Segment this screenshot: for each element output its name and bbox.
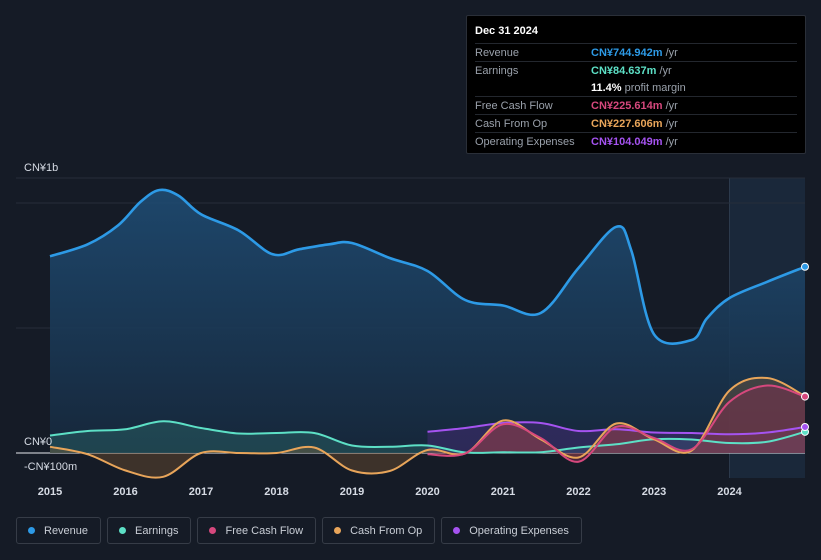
legend-dot-icon: [334, 527, 342, 534]
cash-from-op-area: [50, 377, 805, 478]
legend-item-revenue[interactable]: Revenue: [16, 517, 102, 544]
cash-from-op-line: [49, 376, 806, 479]
tooltip-rows: Revenue CN¥744.942m/yr Earnings CN¥84.637m /…: [475, 43, 797, 150]
x-tick-label: 2021: [491, 486, 515, 498]
legend-item-operating-expenses[interactable]: Operating Expenses: [441, 517, 582, 544]
series-layer: [49, 188, 809, 479]
tooltip-row-label: Cash From Op: [475, 117, 548, 130]
tooltip-row-value: CN¥225.614m: [591, 99, 663, 112]
earnings-line: [49, 420, 806, 454]
x-tick-label: 2018: [264, 486, 288, 498]
tooltip-row-value: CN¥744.942m: [591, 46, 663, 59]
legend-item-earnings[interactable]: Earnings: [107, 517, 192, 544]
legend-item-cash-from-op[interactable]: Cash From Op: [322, 517, 436, 544]
legend-item-free-cash-flow[interactable]: Free Cash Flow: [197, 517, 317, 544]
x-tick-label: 2020: [415, 486, 439, 498]
tooltip-row: Free Cash Flow CN¥225.614m/yr: [475, 96, 797, 114]
legend-dot-icon: [28, 527, 35, 534]
tooltip-row-value: CN¥84.637m: [591, 64, 657, 77]
legend-dot-icon: [453, 527, 461, 534]
x-axis: 2015 2016 2017 2018 2019 2020 2021 2022 2023 2024: [38, 486, 743, 498]
tooltip-row: Cash From Op CN¥227.606m/yr: [475, 114, 797, 132]
x-tick-label: 2017: [189, 486, 213, 498]
y-zero-label: CN¥0: [24, 436, 52, 448]
legend-label: Revenue: [44, 524, 89, 537]
tooltip-row-unit: /yr: [665, 99, 678, 112]
tooltip-row: Revenue CN¥744.942m/yr: [475, 43, 797, 61]
legend-label: Free Cash Flow: [225, 524, 304, 537]
tooltip-row-value: 11.4%: [591, 81, 622, 94]
tooltip-row-unit: profit margin: [624, 81, 686, 94]
tooltip-row: Earnings CN¥84.637m/yr: [475, 61, 797, 79]
y-bottom-label: -CN¥100m: [24, 461, 77, 473]
tooltip-date: Dec 31 2024: [475, 25, 538, 37]
tooltip-row: 11.4% profit margin: [475, 79, 797, 96]
operating-expenses-area: [427, 422, 805, 453]
x-tick-label: 2016: [113, 486, 137, 498]
tooltip-row-unit: /yr: [665, 117, 678, 130]
legend: Revenue Earnings Free Cash Flow Cash From O…: [16, 517, 582, 544]
legend-label: Operating Expenses: [469, 524, 569, 537]
tooltip-row-value: CN¥104.049m: [591, 135, 663, 148]
tooltip-row-unit: /yr: [665, 46, 678, 59]
tooltip-row-label: Free Cash Flow: [475, 99, 553, 112]
y-top-label: CN¥1b: [24, 162, 58, 174]
x-tick-label: 2023: [642, 486, 666, 498]
x-tick-label: 2022: [566, 486, 590, 498]
legend-dot-icon: [119, 527, 127, 534]
revenue-area: [50, 189, 805, 454]
legend-label: Cash From Op: [350, 524, 423, 537]
revenue-end-point: [801, 262, 809, 271]
tooltip-row-label: Operating Expenses: [475, 135, 575, 148]
x-tick-label: 2015: [38, 486, 62, 498]
x-tick-label: 2024: [717, 486, 742, 498]
tooltip-row-unit: /yr: [659, 64, 672, 77]
free-cash-flow-end-point: [801, 392, 809, 401]
tooltip-row-value: CN¥227.606m: [591, 117, 663, 130]
tooltip-row-label: Revenue: [475, 46, 520, 59]
tooltip: Dec 31 2024 Revenue CN¥744.942m/yr Earning…: [466, 15, 806, 154]
revenue-line: [49, 188, 806, 346]
tooltip-row-unit: /yr: [665, 135, 678, 148]
operating-expenses-line: [427, 421, 806, 436]
tooltip-row-label: Earnings: [475, 64, 519, 77]
x-tick-label: 2019: [340, 486, 364, 498]
legend-label: Earnings: [135, 524, 179, 537]
free-cash-flow-line: [427, 384, 806, 463]
tooltip-row: Operating Expenses CN¥104.049m/yr: [475, 132, 797, 150]
free-cash-flow-area: [427, 385, 805, 462]
operating-expenses-end-point: [801, 422, 809, 431]
legend-dot-icon: [209, 527, 217, 534]
